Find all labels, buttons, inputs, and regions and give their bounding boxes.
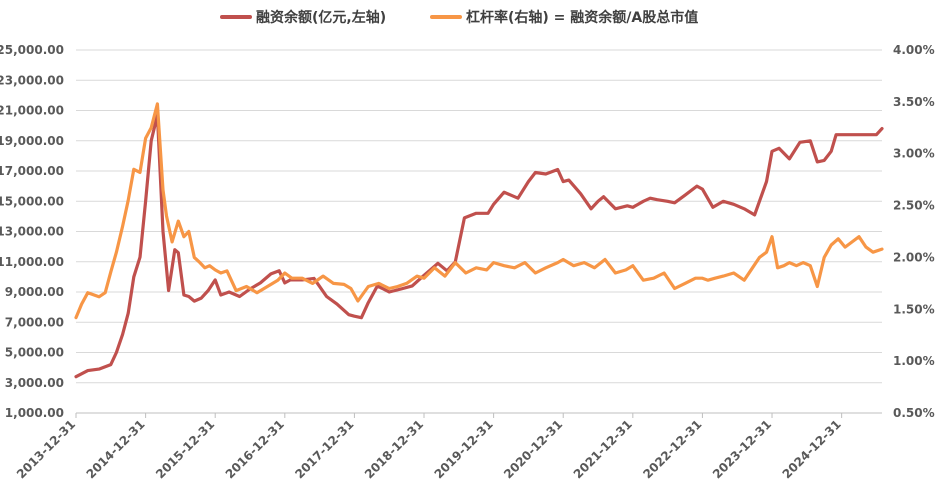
right-tick-label: 1.00% [893,354,935,368]
left-tick-label: 9,000.00 [5,285,64,299]
x-tick-label: 2018-12-31 [362,417,426,481]
right-tick-label: 4.00% [893,43,935,57]
left-tick-label: 23,000.00 [0,73,64,87]
x-tick-label: 2020-12-31 [501,417,565,481]
left-tick-label: 21,000.00 [0,104,64,118]
x-tick-label: 2022-12-31 [640,417,704,481]
right-tick-label: 3.50% [893,95,935,109]
series-lines [74,102,884,379]
left-axis-ticks: 1,000.00 3,000.00 5,000.00 7,000.00 9,000.00… [0,43,64,420]
x-tick-label: 2017-12-31 [292,417,356,481]
left-tick-label: 19,000.00 [0,134,64,148]
x-tick-label: 2014-12-31 [84,417,148,481]
left-tick-label: 15,000.00 [0,194,64,208]
right-tick-label: 1.50% [893,302,935,316]
right-tick-label: 2.50% [893,199,935,213]
x-tick-label: 2023-12-31 [710,417,774,481]
right-tick-label: 3.00% [893,147,935,161]
left-tick-label: 7,000.00 [5,315,64,329]
left-tick-label: 13,000.00 [0,225,64,239]
legend-leverage: 杠杆率(右轴) = 融资余额/A股总市值 [430,9,698,26]
left-tick-label: 5,000.00 [5,346,64,360]
x-tick-label: 2021-12-31 [571,417,635,481]
left-tick-label: 3,000.00 [5,376,64,390]
financing-balance-line [74,113,884,379]
leverage-ratio-line [74,102,884,320]
right-axis-ticks: 0.50% 1.00% 1.50% 2.00% 2.50% 3.00% 3.50% 4.00% [893,43,935,420]
x-tick-label: 2024-12-31 [780,417,844,481]
x-tick-label: 2016-12-31 [223,417,287,481]
right-tick-label: 0.50% [893,406,935,420]
gridlines [76,49,882,384]
right-tick-label: 2.00% [893,250,935,264]
legend: 融资余额(亿元,左轴) 杠杆率(右轴) = 融资余额/A股总市值 [220,9,698,26]
left-tick-label: 11,000.00 [0,255,64,269]
left-tick-label: 17,000.00 [0,164,64,178]
legend-label: 杠杆率(右轴) = 融资余额/A股总市值 [466,9,698,26]
left-tick-label: 1,000.00 [5,406,64,420]
x-tick-label: 2015-12-31 [153,417,217,481]
x-tick-label: 2019-12-31 [432,417,496,481]
x-tick-label: 2013-12-31 [14,417,78,481]
legend-label: 融资余额(亿元,左轴) [256,9,386,26]
x-axis-ticks: 2013-12-31 2014-12-31 2015-12-31 2016-12-31… [14,413,844,481]
left-tick-label: 25,000.00 [0,43,64,57]
legend-financing: 融资余额(亿元,左轴) [220,9,386,26]
